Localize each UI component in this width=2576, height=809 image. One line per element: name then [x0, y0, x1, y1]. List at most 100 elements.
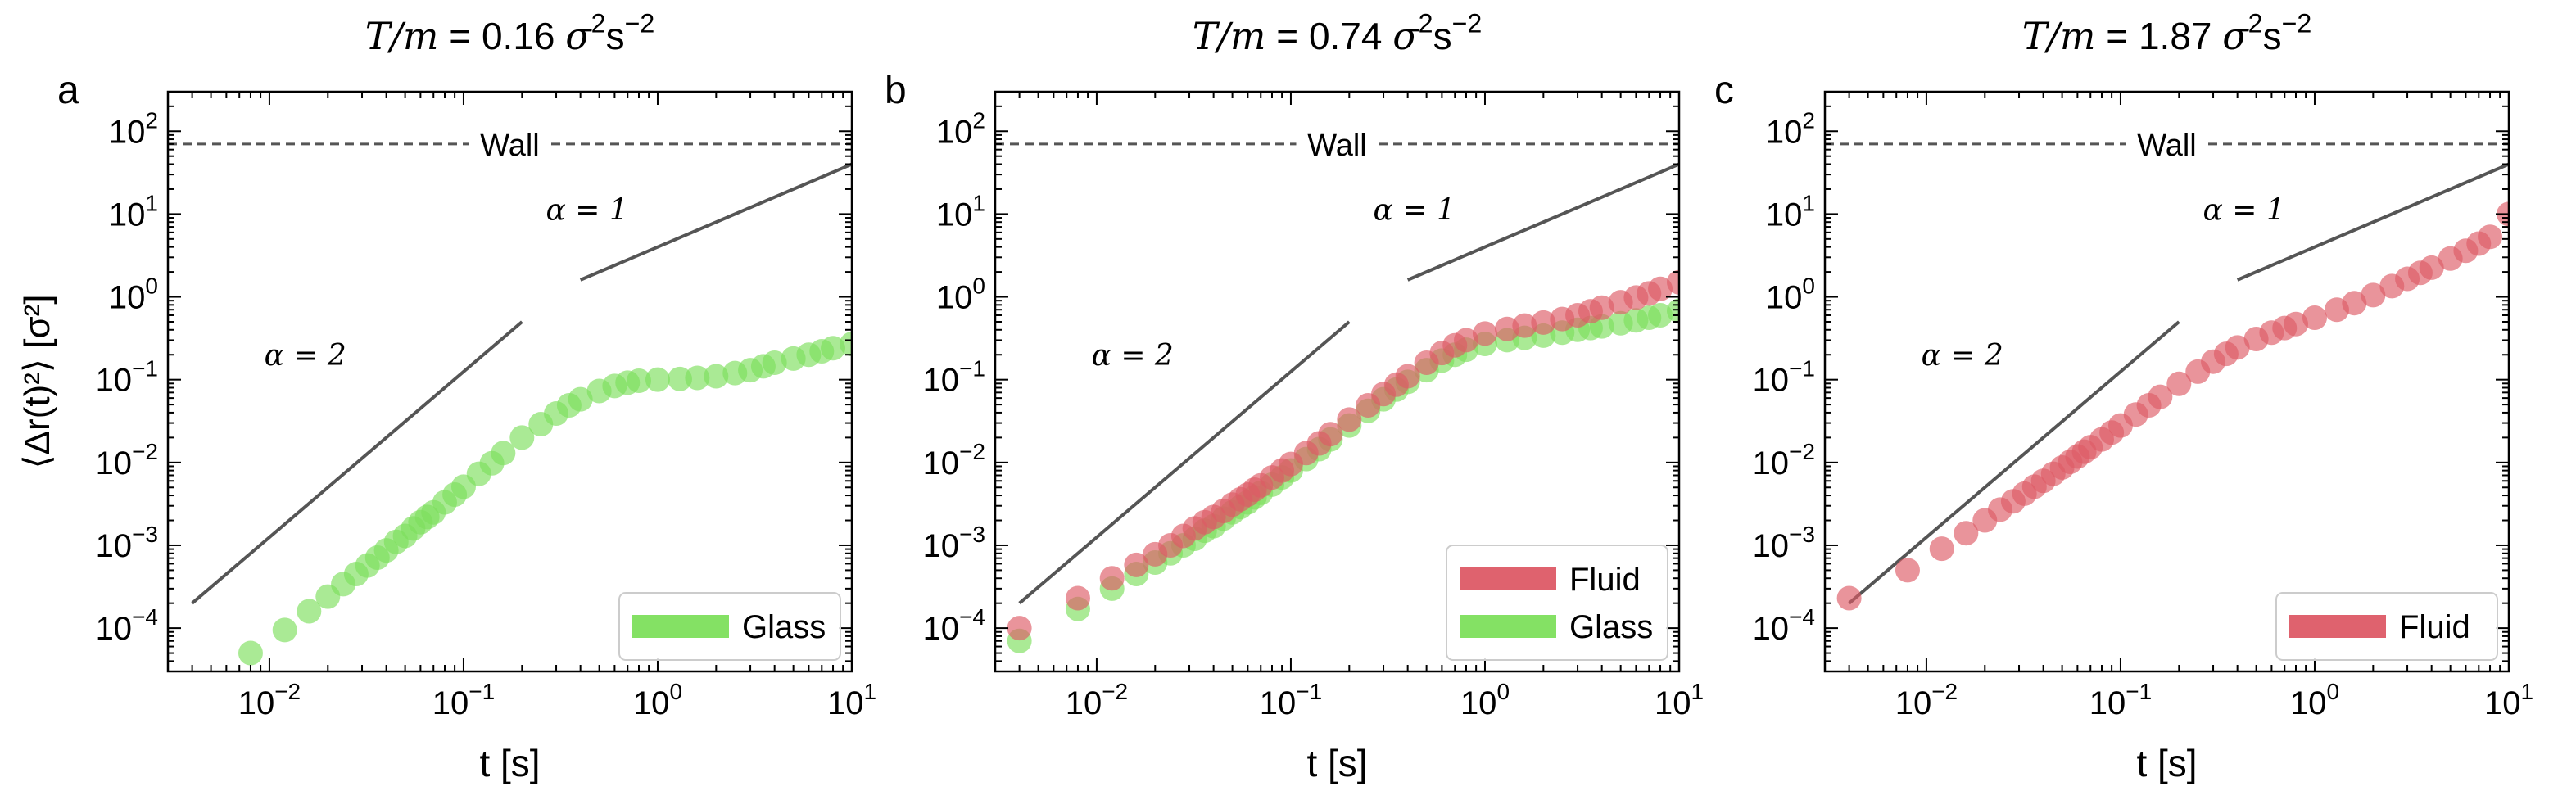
data-point: [2225, 335, 2250, 360]
panel-a: Wall α = 2 α = 1 10−2 10−1 100 101 10−4 10−3 10−2…: [57, 8, 876, 784]
data-point: [2302, 305, 2327, 331]
legend-swatch-fluid: [1460, 567, 1556, 590]
plot-area: [1825, 124, 2509, 611]
data-point: [1395, 364, 1420, 389]
data-point: [627, 368, 652, 394]
y-axis-label: ⟨Δr(t)²⟩ [σ²]: [17, 294, 57, 468]
x-tick-label: 10−1: [432, 679, 495, 721]
slope-label-alpha-2: α = 2: [265, 339, 346, 373]
wall-label: Wall: [480, 129, 539, 163]
slope-label-alpha-2: α = 2: [1092, 339, 1174, 373]
y-tick-label: 100: [936, 273, 985, 316]
data-point: [297, 599, 322, 624]
x-axis-label: t [s]: [1306, 742, 1367, 784]
y-tick-label: 101: [1766, 190, 1815, 233]
data-point: [2342, 291, 2367, 316]
reference-line-alpha-2: [1848, 320, 2180, 605]
data-point: [1531, 310, 1556, 335]
data-point: [1099, 566, 1125, 591]
plot-frame: [166, 90, 853, 673]
reference-line-alpha-2: [191, 320, 523, 605]
x-tick-label: 100: [2290, 679, 2339, 721]
legend-label-fluid: Fluid: [2399, 609, 2470, 645]
y-tick-label: 10−4: [923, 604, 985, 647]
data-point: [2284, 311, 2309, 337]
data-point: [685, 365, 710, 391]
legend-box: [618, 592, 841, 661]
data-point: [1648, 276, 1673, 301]
y-tick-label: 10−3: [923, 522, 985, 564]
y-tick-label: 10−2: [1753, 439, 1815, 481]
y-tick-label: 10−2: [923, 439, 985, 481]
data-point: [1954, 521, 1979, 546]
data-point: [1007, 616, 1032, 641]
y-tick-label: 10−4: [1753, 604, 1815, 647]
wall-label: Wall: [2137, 129, 2196, 163]
y-tick-label: 10−2: [96, 439, 158, 481]
legend-swatch-glass: [1460, 615, 1556, 638]
y-tick-label: 102: [109, 107, 158, 150]
data-point: [645, 367, 670, 392]
series-fluid: [1836, 201, 2509, 611]
y-tick-label: 10−1: [1753, 356, 1815, 399]
data-point: [1648, 302, 1673, 328]
reference-line-alpha-1: [1406, 162, 1679, 282]
data-point: [568, 386, 593, 412]
panel-c: Wall α = 2 α = 1 10−2 10−1 100 101 10−4 10−3 10−2…: [1714, 8, 2533, 784]
data-point: [667, 366, 692, 391]
plot-frame: [1823, 90, 2510, 673]
data-point: [821, 336, 846, 361]
x-axis-label: t [s]: [2136, 742, 2197, 784]
slope-label-alpha-2: α = 2: [1922, 339, 2003, 373]
reference-line-alpha-1: [579, 162, 852, 282]
legend-swatch-fluid: [2289, 615, 2386, 638]
panel-b: Wall α = 2 α = 1 10−2 10−1 100 101 10−4 10−3 10−2…: [885, 8, 1704, 784]
data-point: [2166, 371, 2192, 396]
x-tick-label: 101: [827, 679, 876, 721]
panel-title: T/m = 1.87 σ2s−2: [2022, 8, 2312, 58]
x-tick-label: 100: [633, 679, 682, 721]
data-point: [704, 364, 729, 389]
data-point: [1472, 321, 1497, 346]
slope-label-alpha-1: α = 1: [2203, 194, 2284, 228]
legend-label-glass: Glass: [742, 609, 826, 645]
y-tick-label: 100: [1766, 273, 1815, 316]
legend-label-glass: Glass: [1569, 609, 1653, 645]
data-point: [1124, 552, 1149, 577]
slope-label-alpha-1: α = 1: [546, 194, 627, 228]
reference-line-alpha-1: [2236, 162, 2509, 282]
slope-label-alpha-1: α = 1: [1373, 194, 1455, 228]
y-tick-label: 10−4: [96, 604, 158, 647]
data-point: [1667, 269, 1679, 295]
x-tick-label: 10−2: [1895, 679, 1958, 721]
data-point: [1895, 558, 1920, 583]
data-point: [2148, 384, 2173, 409]
data-point: [1929, 536, 1954, 562]
panel-title: T/m = 0.16 σ2s−2: [365, 8, 655, 58]
y-tick-label: 10−3: [1753, 522, 1815, 564]
x-tick-label: 100: [1460, 679, 1510, 721]
x-tick-label: 10−1: [1260, 679, 1322, 721]
data-point: [840, 332, 852, 357]
data-point: [762, 350, 787, 376]
x-tick-label: 10−2: [1066, 679, 1128, 721]
y-tick-label: 100: [109, 273, 158, 316]
legend: Fluid: [2275, 592, 2498, 661]
data-point: [238, 640, 263, 666]
panel-title: T/m = 0.74 σ2s−2: [1193, 8, 1483, 58]
data-point: [1512, 313, 1537, 338]
x-tick-label: 10−2: [238, 679, 301, 721]
wall-label-bg: [1296, 124, 1379, 162]
plot-area: [168, 124, 852, 666]
plot-frame: [994, 90, 1681, 673]
data-point: [2419, 255, 2444, 280]
plot-area: [995, 124, 1679, 653]
legend-swatch-glass: [632, 615, 729, 638]
panel-letter: b: [885, 69, 907, 112]
y-tick-label: 10−3: [96, 522, 158, 564]
series-glass: [238, 332, 852, 666]
data-point: [272, 617, 297, 643]
data-point: [1836, 585, 1862, 611]
x-tick-label: 10−1: [2089, 679, 2152, 721]
